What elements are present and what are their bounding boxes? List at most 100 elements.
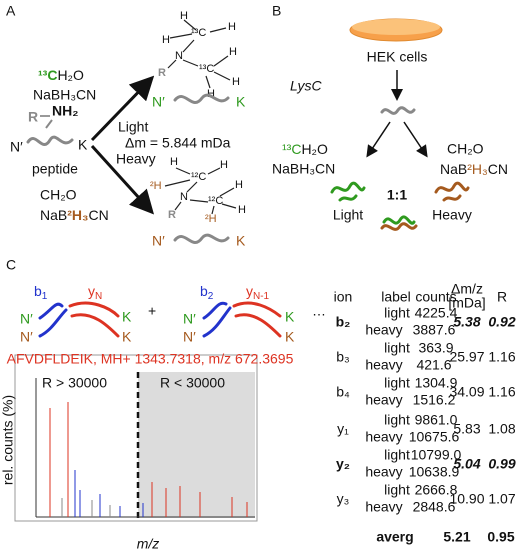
b-fragment — [202, 301, 232, 338]
reagent: ¹³CH₂O — [282, 141, 328, 157]
n-term: N′ — [20, 311, 33, 327]
atom: H — [207, 88, 215, 100]
bond — [45, 119, 53, 129]
counts-light: 10799.0 — [411, 447, 462, 463]
heavy-product: H ²H ¹²C H N R ¹²C ²H H H — [150, 156, 246, 225]
label-light: light — [384, 340, 410, 356]
heavy-label: Heavy — [432, 207, 472, 223]
enzyme: LysC — [290, 78, 323, 94]
ratio: 0.99 — [488, 456, 515, 472]
delta: 5.83 — [453, 421, 480, 437]
atom: ¹³C — [191, 27, 206, 39]
n-term: N′ — [10, 139, 23, 155]
ion: b₄ — [336, 384, 350, 400]
delta: 5.38 — [453, 314, 480, 330]
counts-heavy: 3887.6 — [413, 322, 456, 338]
ion-label: yN — [88, 283, 102, 302]
low-res-region — [138, 372, 255, 518]
counts-heavy: 1516.2 — [413, 392, 456, 408]
y-fragment — [232, 301, 282, 338]
table-header: Δm/z — [451, 281, 483, 297]
mass-difference: Δm = 5.844 mDa — [125, 135, 231, 151]
table-header: R — [497, 289, 507, 305]
ion-label: b2 — [200, 283, 214, 302]
arrow — [366, 121, 391, 158]
ellipsis: … — [312, 303, 326, 319]
arrow — [403, 121, 428, 158]
peptide-squiggle — [434, 181, 470, 202]
lysine: K — [122, 329, 132, 345]
ion: y₂ — [336, 456, 350, 472]
ratio: 1.07 — [488, 491, 515, 507]
counts-heavy: 10675.6 — [409, 429, 460, 445]
table-header: [mDa] — [448, 295, 485, 311]
reductant: NaBH₃CN — [33, 87, 96, 103]
arrow — [90, 75, 155, 142]
average-r: 0.95 — [487, 529, 514, 545]
label-heavy: heavy — [365, 322, 402, 338]
counts-heavy: 421.6 — [416, 357, 451, 373]
x-axis-label: m/z — [137, 536, 160, 552]
ion: b₂ — [336, 314, 351, 330]
peptide-squiggle — [26, 135, 74, 147]
ion: y₁ — [337, 421, 349, 437]
amine: NH₂ — [52, 103, 78, 119]
atom: H — [235, 179, 243, 191]
ratio: 0.92 — [488, 314, 515, 330]
atom: ¹²C — [191, 171, 206, 183]
atom: ²H — [205, 213, 217, 225]
arrow-label: Light — [118, 119, 148, 135]
reductant: NaB²H₃CN — [40, 207, 109, 223]
label-heavy: heavy — [365, 464, 402, 480]
label-heavy: heavy — [365, 357, 402, 373]
n-term: N′ — [183, 311, 196, 327]
spectrum-title: AFVDFLDEIK, MH+ 1343.7318, m/z 672.3695 — [7, 351, 294, 367]
lysine: K — [236, 233, 246, 249]
counts-light: 9861.0 — [415, 412, 458, 428]
peptide-label: peptide — [32, 161, 78, 177]
n-term: N′ — [20, 329, 33, 345]
atom: ¹²C — [208, 195, 223, 207]
n-term: N′ — [183, 329, 196, 345]
plus: + — [148, 303, 156, 319]
resolution-label: R < 30000 — [160, 375, 225, 391]
light-label: Light — [333, 207, 363, 223]
table-header: ion — [334, 289, 353, 305]
average-delta: 5.21 — [443, 529, 470, 545]
delta: 5.04 — [453, 456, 480, 472]
atom: H — [238, 204, 246, 216]
panel-label: C — [6, 257, 16, 273]
atom: H — [220, 159, 228, 171]
label-light: light — [384, 447, 410, 463]
label-heavy: heavy — [365, 392, 402, 408]
petri-dish-top — [352, 19, 440, 35]
cells: HEK cells — [367, 49, 428, 65]
lysine: K — [285, 329, 295, 345]
atom: H — [229, 46, 237, 58]
peptide-squiggle — [382, 215, 416, 225]
table-header: label — [381, 289, 411, 305]
label-light: light — [384, 412, 410, 428]
counts-light: 2666.8 — [415, 482, 458, 498]
atom: R — [158, 67, 166, 79]
atom: ²H — [150, 180, 162, 192]
peptide-squiggle — [173, 233, 230, 244]
peptide-squiggle — [380, 222, 418, 231]
y-fragment — [68, 301, 120, 338]
label-light: light — [384, 375, 410, 391]
ratio: 1:1 — [387, 187, 407, 203]
spectrum: AFVDFLDEIK, MH+ 1343.7318, m/z 672.3695 … — [7, 351, 294, 522]
ion: b₃ — [336, 349, 350, 365]
ion-label: yN-1 — [246, 283, 270, 302]
label-light: light — [384, 305, 410, 321]
delta: 25.97 — [449, 349, 484, 365]
ratio: 1.08 — [488, 421, 515, 437]
resolution-label: R > 30000 — [42, 375, 107, 391]
peptide-squiggle — [330, 181, 366, 202]
y-axis-label: rel. counts (%) — [0, 395, 16, 485]
lysine: K — [78, 137, 88, 153]
label-heavy: heavy — [365, 429, 402, 445]
delta: 34.09 — [449, 384, 484, 400]
